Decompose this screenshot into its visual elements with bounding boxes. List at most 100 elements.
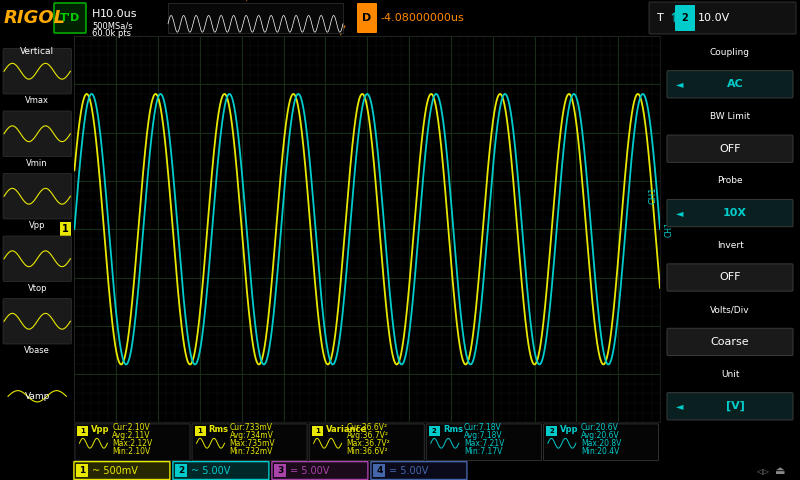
Bar bbox=[312, 426, 322, 436]
Text: AC: AC bbox=[726, 79, 743, 89]
Text: Rms: Rms bbox=[442, 425, 462, 434]
FancyBboxPatch shape bbox=[3, 111, 71, 156]
FancyBboxPatch shape bbox=[675, 5, 695, 31]
FancyBboxPatch shape bbox=[309, 424, 424, 461]
Text: ~ 5.00V: ~ 5.00V bbox=[191, 466, 230, 476]
FancyBboxPatch shape bbox=[173, 462, 269, 480]
FancyBboxPatch shape bbox=[272, 462, 368, 480]
FancyBboxPatch shape bbox=[667, 328, 793, 356]
Text: D: D bbox=[362, 13, 372, 23]
Text: Max:20.8V: Max:20.8V bbox=[581, 439, 622, 448]
Text: Min:2.10V: Min:2.10V bbox=[112, 447, 150, 456]
Text: [V]: [V] bbox=[726, 401, 745, 411]
Bar bbox=[429, 426, 440, 436]
Text: Vertical: Vertical bbox=[20, 48, 54, 56]
Text: Min:7.17V: Min:7.17V bbox=[464, 447, 502, 456]
Text: 1: 1 bbox=[314, 428, 319, 434]
Text: 4: 4 bbox=[376, 466, 382, 475]
FancyBboxPatch shape bbox=[357, 3, 377, 33]
Text: ▼: ▼ bbox=[243, 0, 250, 2]
Text: 2: 2 bbox=[432, 428, 437, 434]
Text: T: T bbox=[657, 13, 664, 23]
Text: 10X: 10X bbox=[723, 208, 747, 218]
Text: Vbase: Vbase bbox=[24, 346, 50, 355]
FancyBboxPatch shape bbox=[667, 200, 793, 227]
Text: Coupling: Coupling bbox=[710, 48, 750, 57]
Text: Vpp: Vpp bbox=[29, 221, 46, 230]
Text: OFF: OFF bbox=[719, 273, 741, 283]
Text: Unit: Unit bbox=[721, 370, 739, 379]
FancyBboxPatch shape bbox=[75, 424, 190, 461]
Text: Max:2.12V: Max:2.12V bbox=[112, 439, 153, 448]
FancyBboxPatch shape bbox=[667, 264, 793, 291]
Bar bbox=[194, 426, 206, 436]
FancyBboxPatch shape bbox=[54, 3, 86, 33]
Text: RIGOL: RIGOL bbox=[4, 9, 66, 27]
Text: 2: 2 bbox=[682, 13, 688, 23]
Text: ◁▷: ◁▷ bbox=[757, 467, 770, 476]
Text: Vamp: Vamp bbox=[25, 392, 50, 401]
Text: Variance: Variance bbox=[326, 425, 367, 434]
Text: Rms: Rms bbox=[209, 425, 229, 434]
Text: Min:20.4V: Min:20.4V bbox=[581, 447, 619, 456]
FancyBboxPatch shape bbox=[371, 462, 467, 480]
Text: 1: 1 bbox=[62, 224, 69, 234]
Text: 10.0V: 10.0V bbox=[698, 13, 730, 23]
FancyBboxPatch shape bbox=[3, 299, 71, 344]
FancyBboxPatch shape bbox=[649, 2, 796, 34]
Bar bbox=[374, 464, 386, 477]
Text: ~ 500mV: ~ 500mV bbox=[93, 466, 138, 476]
Text: Volts/Div: Volts/Div bbox=[710, 305, 750, 314]
Text: Min:732mV: Min:732mV bbox=[230, 447, 273, 456]
Text: BW Limit: BW Limit bbox=[710, 112, 750, 121]
Text: Avg:36.7V²: Avg:36.7V² bbox=[346, 431, 389, 440]
Text: Cur:36.6V²: Cur:36.6V² bbox=[346, 423, 388, 432]
FancyBboxPatch shape bbox=[74, 462, 170, 480]
Text: Max:36.7V²: Max:36.7V² bbox=[346, 439, 390, 448]
Text: Probe: Probe bbox=[717, 176, 743, 185]
FancyBboxPatch shape bbox=[3, 173, 71, 219]
Text: 60.0k pts: 60.0k pts bbox=[92, 28, 131, 37]
Text: ↑: ↑ bbox=[668, 12, 678, 24]
Text: H: H bbox=[92, 9, 100, 19]
FancyBboxPatch shape bbox=[667, 71, 793, 98]
Text: Avg:20.6V: Avg:20.6V bbox=[581, 431, 620, 440]
Text: CH1: CH1 bbox=[665, 221, 674, 237]
Bar bbox=[168, 3, 343, 33]
Text: ◄: ◄ bbox=[676, 401, 683, 411]
Text: Max:7.21V: Max:7.21V bbox=[464, 439, 504, 448]
FancyBboxPatch shape bbox=[426, 424, 542, 461]
Text: Vmax: Vmax bbox=[26, 96, 50, 105]
Text: Avg:2.11V: Avg:2.11V bbox=[112, 431, 151, 440]
Text: 2: 2 bbox=[549, 428, 554, 434]
Text: 3: 3 bbox=[278, 466, 283, 475]
Text: Cur:7.18V: Cur:7.18V bbox=[464, 423, 502, 432]
Text: Avg:7.18V: Avg:7.18V bbox=[464, 431, 502, 440]
Text: ◄: ◄ bbox=[676, 79, 683, 89]
Text: Vtop: Vtop bbox=[27, 284, 47, 293]
Text: Invert: Invert bbox=[717, 241, 743, 250]
Text: CH1: CH1 bbox=[649, 186, 658, 204]
Text: 1: 1 bbox=[81, 428, 86, 434]
Text: ▼: ▼ bbox=[336, 23, 346, 36]
Text: Vmin: Vmin bbox=[26, 159, 48, 168]
Bar bbox=[77, 464, 89, 477]
Bar bbox=[274, 464, 286, 477]
Text: -4.08000000us: -4.08000000us bbox=[380, 13, 464, 23]
Text: Cur:2.10V: Cur:2.10V bbox=[112, 423, 150, 432]
FancyBboxPatch shape bbox=[192, 424, 307, 461]
Text: 2: 2 bbox=[178, 466, 185, 475]
Text: 10.0us: 10.0us bbox=[100, 9, 138, 19]
Text: Vpp: Vpp bbox=[91, 425, 110, 434]
Text: = 5.00V: = 5.00V bbox=[290, 466, 330, 476]
Text: ⏏: ⏏ bbox=[774, 466, 786, 476]
Text: 1: 1 bbox=[79, 466, 86, 475]
Text: 500MSa/s: 500MSa/s bbox=[92, 22, 133, 31]
Bar bbox=[78, 426, 89, 436]
Text: T'D: T'D bbox=[60, 13, 80, 23]
Text: OFF: OFF bbox=[719, 144, 741, 154]
Text: Vpp: Vpp bbox=[560, 425, 578, 434]
Text: Cur:20.6V: Cur:20.6V bbox=[581, 423, 618, 432]
FancyBboxPatch shape bbox=[3, 48, 71, 94]
Text: Coarse: Coarse bbox=[710, 337, 750, 347]
